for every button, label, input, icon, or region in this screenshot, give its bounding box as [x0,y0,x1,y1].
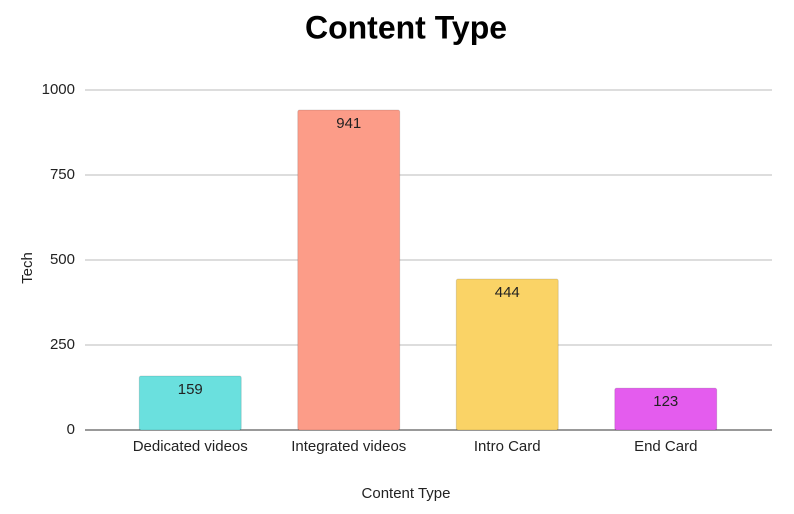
y-axis-label: Tech [19,252,36,284]
chart-title: Content Type [305,9,507,45]
data-label: 159 [178,381,203,398]
bar [614,387,718,431]
x-axis-label: Content Type [362,485,451,502]
x-tick-label: Dedicated videos [133,438,248,455]
data-label: 941 [336,115,361,132]
y-tick-label: 750 [50,166,75,183]
y-tick-label: 1000 [42,81,75,98]
bar [138,375,242,431]
y-tick-label: 250 [50,336,75,353]
x-tick-label: End Card [634,438,697,455]
x-tick-label: Integrated videos [291,438,406,455]
x-tick-label: Intro Card [474,438,541,455]
bar [297,109,401,431]
data-label: 444 [495,284,520,301]
data-label: 123 [653,393,678,410]
y-tick-label: 0 [67,421,75,438]
y-tick-label: 500 [50,251,75,268]
bar [455,278,559,431]
